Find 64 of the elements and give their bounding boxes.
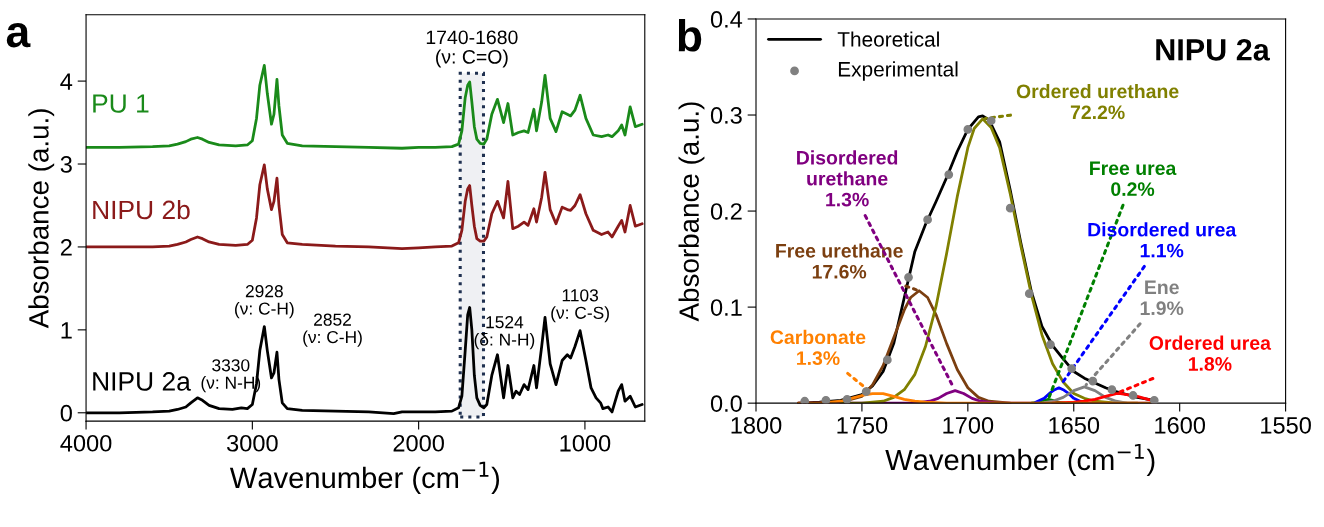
annotation: 2928 (ν: C-H) [235, 285, 294, 319]
series-label: NIPU 2b [93, 199, 190, 220]
point [800, 396, 810, 404]
text: Disordered urea 1.1% [1088, 222, 1237, 258]
line-series [86, 163, 644, 250]
point [1107, 385, 1117, 395]
point [1024, 289, 1034, 299]
point [1088, 376, 1098, 386]
series-label: NIPU 2a [93, 372, 191, 391]
series-label: PU 1 [93, 94, 149, 113]
chart-title: b [678, 18, 702, 52]
point [842, 394, 852, 404]
annotation: 1103 (ν: C-S) [551, 289, 609, 323]
series-label: Ordered urethane 72.2% [1016, 83, 1179, 120]
y-axis-title: Absorbance (a.u.) [28, 109, 55, 329]
point [1128, 391, 1138, 400]
point [923, 215, 932, 225]
y-tick-label: 0.0 [710, 395, 742, 412]
x-tick-label: 4000 [60, 434, 112, 452]
point [944, 170, 954, 179]
y-tick-label: 4 [60, 73, 73, 90]
y-tick-label: 0.4 [710, 11, 743, 28]
text: Ene 1.9% [1140, 280, 1184, 316]
band-label: 1740-1680 (ν: C=O) [426, 30, 518, 68]
x-axis-title: Wavenumber (cm$^{−1}$) [229, 461, 500, 494]
annotation: 1524 (δ: N-H) [474, 316, 535, 350]
point [1005, 203, 1015, 213]
series-label: Free urethane 17.6% [776, 243, 903, 279]
annotation: 2852 (ν: C-H) [303, 313, 362, 347]
x-tick-label: 1700 [943, 416, 994, 434]
legend-label: Theoretical [837, 31, 939, 47]
y-tick-label: 0.2 [710, 203, 742, 220]
x-tick-label: 1650 [1049, 416, 1100, 434]
y-tick-label: 0.1 [710, 299, 742, 316]
text: Disordered urethane 1.3% [797, 150, 898, 207]
annotation: NIPU 2a [1156, 38, 1270, 61]
x-tick-label: 2000 [393, 434, 444, 452]
point [1149, 395, 1159, 404]
series-label: Carbonate 1.3% [770, 329, 866, 366]
legend-label: Experimental [838, 61, 958, 81]
y-tick-label: 0.3 [710, 107, 742, 124]
point [963, 125, 973, 134]
point [1046, 340, 1055, 349]
y-axis-title: Absorbance (a.u.) [678, 102, 705, 322]
x-axis-title: Wavenumber (cm$^{−1}$) [885, 443, 1155, 476]
point [1067, 364, 1077, 373]
text: Free urea 0.2% [1090, 161, 1177, 197]
x-tick-label: 1800 [731, 416, 782, 434]
chart-title: a [6, 23, 31, 48]
x-tick-label: 1750 [837, 416, 888, 434]
y-tick-label: 1 [61, 322, 72, 339]
point [904, 272, 913, 282]
point [882, 355, 892, 365]
series-label: Ordered urea 1.8% [1149, 335, 1272, 371]
x-tick-label: 1550 [1261, 416, 1311, 434]
point [986, 116, 996, 126]
point [861, 387, 871, 396]
x-tick-label: 3000 [226, 434, 278, 452]
x-tick-label: 1600 [1155, 416, 1206, 434]
y-tick-label: 2 [60, 239, 72, 256]
y-tick-label: 3 [60, 156, 72, 173]
y-tick-label: 0 [60, 404, 72, 422]
x-tick-label: 1000 [560, 434, 611, 452]
point [821, 395, 831, 404]
